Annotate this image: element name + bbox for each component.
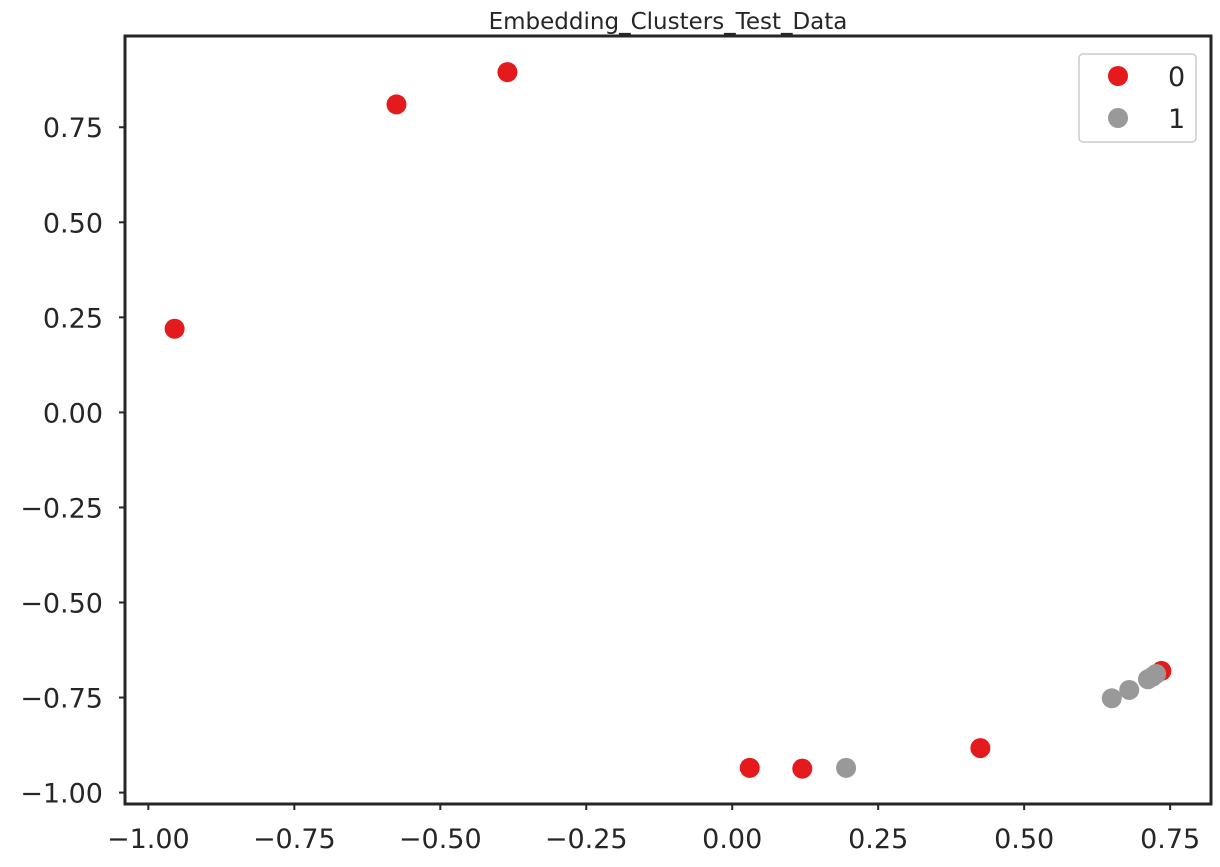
point-series-1-2 bbox=[1119, 679, 1140, 700]
point-series-0-0 bbox=[164, 318, 185, 339]
legend-marker-0 bbox=[1108, 66, 1128, 86]
x-axis: −1.00 −0.75 −0.50 −0.25 0.00 0.25 0.50 0.75 bbox=[107, 804, 1200, 855]
y-tick-label-0: 0.75 bbox=[43, 113, 103, 144]
y-tick-label-3: 0.00 bbox=[43, 398, 103, 429]
x-tick-label-7: 0.75 bbox=[1140, 824, 1200, 855]
plot-frame bbox=[123, 34, 1213, 806]
x-tick-label-2: −0.50 bbox=[399, 824, 482, 855]
point-series-0-4 bbox=[792, 758, 813, 779]
legend-marker-1 bbox=[1108, 108, 1128, 128]
point-series-0-1 bbox=[386, 94, 407, 115]
point-series-0-3 bbox=[739, 757, 760, 778]
data-points bbox=[164, 62, 1172, 779]
y-tick-label-6: −0.75 bbox=[20, 684, 103, 715]
y-tick-label-2: 0.25 bbox=[43, 303, 103, 334]
x-tick-label-5: 0.25 bbox=[848, 824, 908, 855]
point-series-0-2 bbox=[497, 62, 518, 83]
x-tick-label-0: −1.00 bbox=[107, 824, 190, 855]
point-series-1-5 bbox=[1146, 663, 1167, 684]
point-series-0-5 bbox=[970, 738, 991, 759]
x-tick-label-6: 0.50 bbox=[994, 824, 1054, 855]
point-series-1-0 bbox=[836, 757, 857, 778]
y-tick-label-5: −0.50 bbox=[20, 588, 103, 619]
y-tick-label-7: −1.00 bbox=[20, 779, 103, 810]
y-tick-label-1: 0.50 bbox=[43, 208, 103, 239]
legend-label-0: 0 bbox=[1168, 62, 1185, 93]
x-tick-label-4: 0.00 bbox=[702, 824, 762, 855]
legend: 01 bbox=[1078, 53, 1197, 143]
chart-title: Embedding_Clusters_Test_Data bbox=[489, 9, 848, 35]
point-series-1-1 bbox=[1101, 688, 1122, 709]
y-tick-label-4: −0.25 bbox=[20, 493, 103, 524]
x-tick-label-3: −0.25 bbox=[545, 824, 628, 855]
legend-label-1: 1 bbox=[1168, 104, 1185, 135]
x-tick-label-1: −0.75 bbox=[253, 824, 336, 855]
y-axis: 0.75 0.50 0.25 0.00 −0.25 −0.50 −0.75 −1.00 bbox=[20, 113, 125, 810]
